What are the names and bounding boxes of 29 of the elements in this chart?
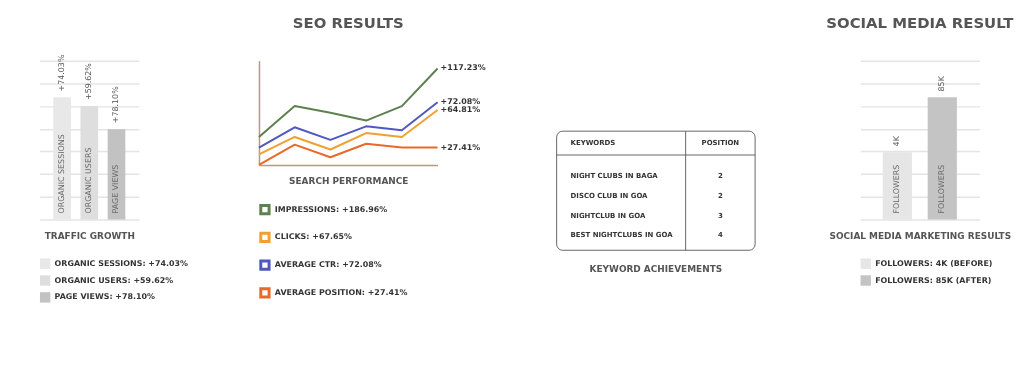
chart-title: SOCIAL MEDIA RESULT bbox=[826, 13, 1015, 32]
annotation: 4K bbox=[892, 135, 902, 147]
legend-label: ORGANIC USERS: +59.62% bbox=[54, 275, 174, 285]
text: +64.81% bbox=[440, 104, 481, 114]
annotation: +78.10% bbox=[111, 85, 121, 124]
legend-label: AVERAGE CTR: +72.08% bbox=[274, 260, 382, 270]
x-tick-label: FOLLOWERS bbox=[937, 164, 947, 214]
legend-label: FOLLOWERS: 4K (BEFORE) bbox=[875, 258, 993, 268]
legend-label: FOLLOWERS: 85K (AFTER) bbox=[875, 275, 992, 285]
legend-label: PAGE VIEWS: +78.10% bbox=[54, 292, 156, 302]
x-tick-label: FOLLOWERS bbox=[892, 164, 902, 214]
x-tick-label: ORGANIC SESSIONS bbox=[57, 134, 67, 214]
x-axis-title: TRAFFIC GROWTH bbox=[44, 230, 135, 241]
text: +27.41% bbox=[440, 142, 481, 152]
text: 85K bbox=[937, 75, 947, 92]
legend-label: AVERAGE POSITION: +27.41% bbox=[274, 287, 408, 297]
x-axis-title: SEARCH PERFORMANCE bbox=[289, 176, 409, 187]
legend-label: IMPRESSIONS: +186.96% bbox=[274, 204, 388, 214]
annotation: +59.62% bbox=[84, 62, 94, 100]
text: KEYWORD ACHIEVEMENTS bbox=[589, 263, 723, 274]
legend-label: CLICKS: +67.65% bbox=[274, 232, 352, 242]
annotation: +74.03% bbox=[57, 54, 67, 92]
x-tick-label: PAGE VIEWS bbox=[111, 164, 121, 214]
x-axis-title: SOCIAL MEDIA MARKETING RESULTS bbox=[829, 230, 1012, 241]
legend-label: ORGANIC SESSIONS: +74.03% bbox=[54, 258, 188, 268]
chart-title: SEO RESULTS bbox=[292, 13, 404, 32]
x-tick-label: ORGANIC USERS bbox=[84, 147, 94, 214]
text: +72.08% bbox=[440, 97, 481, 107]
text: +117.23% bbox=[440, 63, 486, 73]
